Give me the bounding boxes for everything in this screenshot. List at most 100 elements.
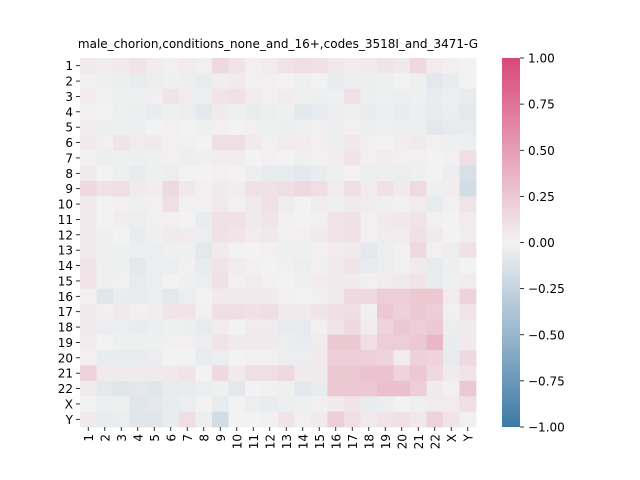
heatmap-cell-r6-c3	[113, 134, 130, 151]
heatmap-cell-r12-c20	[393, 227, 411, 243]
heatmap-cell-r19-c22	[426, 334, 444, 351]
heatmap-cell-r7-c15	[311, 150, 328, 167]
heatmap-cell-r12-c14	[294, 227, 312, 243]
heatmap-cell-r10-c13	[278, 196, 295, 213]
heatmap-cell-r20-cY	[459, 350, 477, 366]
heatmap-cell-r13-c3	[113, 242, 130, 259]
heatmap-cell-r14-c4	[129, 257, 147, 274]
colorbar-tick-label: −0.25	[528, 282, 565, 296]
x-tick-label: 8	[197, 434, 211, 442]
heatmap-cell-r4-c22	[426, 104, 444, 120]
heatmap-cell-r14-c14	[294, 257, 312, 274]
heatmap-cell-r11-c10	[228, 211, 246, 228]
heatmap-cell-r21-c3	[113, 365, 130, 382]
y-tick-label: 11	[58, 213, 73, 227]
heatmap-cell-r5-c9	[212, 119, 229, 136]
heatmap-cell-r13-c14	[294, 242, 312, 259]
heatmap-cell-r4-c6	[162, 104, 180, 120]
heatmap-cell-r18-c14	[294, 319, 312, 336]
heatmap-cell-r12-c1	[80, 227, 97, 243]
heatmap-cell-r2-c10	[228, 73, 246, 90]
heatmap-cell-r16-c3	[113, 288, 130, 305]
heatmap-cell-r12-c8	[195, 227, 213, 243]
heatmap-cell-r11-c17	[344, 211, 361, 228]
y-tick-label: 19	[58, 336, 73, 350]
heatmap-cell-r17-c21	[410, 304, 427, 320]
heatmap-cell-r9-cX	[443, 181, 460, 197]
x-tick-label: 9	[214, 434, 228, 442]
heatmap-cell-r10-c20	[393, 196, 411, 213]
heatmap-cell-r10-c2	[96, 196, 114, 213]
heatmap-cell-r10-c18	[360, 196, 378, 213]
heatmap-cell-r1-c7	[179, 58, 196, 74]
y-tick-label: 1	[65, 59, 73, 73]
heatmap-cell-r14-c21	[410, 257, 427, 274]
heatmap-cell-r21-c20	[393, 365, 411, 382]
heatmap-cell-r4-c10	[228, 104, 246, 120]
heatmap-cell-r17-c8	[195, 304, 213, 320]
heatmap-cell-r10-c10	[228, 196, 246, 213]
heatmap-cell-r8-c18	[360, 165, 378, 182]
heatmap-cell-r15-c7	[179, 273, 196, 290]
heatmap-cell-r21-c4	[129, 365, 147, 382]
heatmap-cell-r1-c1	[80, 58, 97, 74]
heatmap-cell-r8-c16	[327, 165, 345, 182]
heatmap-cell-r17-c22	[426, 304, 444, 320]
heatmap-cell-r17-c16	[327, 304, 345, 320]
heatmap-cell-r19-c11	[245, 334, 262, 351]
heatmap-cell-r9-c1	[80, 181, 97, 197]
heatmap-cell-r20-c3	[113, 350, 130, 366]
x-tick-label: 22	[428, 434, 442, 449]
heatmap-cell-r11-c5	[146, 211, 163, 228]
heatmap-cell-r21-cY	[459, 365, 477, 382]
heatmap-cell-r6-c7	[179, 134, 196, 151]
heatmap-cell-r22-c3	[113, 380, 130, 397]
heatmap-cell-r22-cX	[443, 380, 460, 397]
colorbar-tick-label: 1.00	[528, 52, 555, 66]
heatmap-cell-r19-c5	[146, 334, 163, 351]
heatmap-cell-r17-c13	[278, 304, 295, 320]
heatmap-cell-r21-c9	[212, 365, 229, 382]
heatmap-cell-r14-c7	[179, 257, 196, 274]
heatmap-cell-r17-c19	[377, 304, 394, 320]
heatmap-cell-r15-c3	[113, 273, 130, 290]
heatmap-cell-r12-c10	[228, 227, 246, 243]
heatmap-cell-rY-c17	[344, 411, 361, 428]
y-tick-label: 5	[65, 121, 73, 135]
y-tick-label: 4	[65, 105, 73, 119]
heatmap-cell-r4-c8	[195, 104, 213, 120]
y-tick-label: 18	[58, 321, 73, 335]
heatmap-cell-r19-c13	[278, 334, 295, 351]
heatmap-cell-r2-c13	[278, 73, 295, 90]
heatmap-cell-r16-c8	[195, 288, 213, 305]
heatmap-cells	[80, 58, 477, 428]
x-tick-label: 1	[82, 434, 96, 442]
heatmap-cell-r1-c13	[278, 58, 295, 74]
heatmap-cell-r3-c16	[327, 88, 345, 105]
heatmap-cell-r3-c9	[212, 88, 229, 105]
heatmap-cell-r20-c6	[162, 350, 180, 366]
heatmap-cell-r22-c21	[410, 380, 427, 397]
heatmap-cell-r15-c14	[294, 273, 312, 290]
heatmap-cell-r19-c8	[195, 334, 213, 351]
heatmap-cell-r17-c3	[113, 304, 130, 320]
heatmap-cell-r13-c19	[377, 242, 394, 259]
heatmap-cell-rY-c10	[228, 411, 246, 428]
heatmap-cell-r7-c12	[261, 150, 279, 167]
heatmap-cell-r20-c19	[377, 350, 394, 366]
heatmap-cell-r17-c5	[146, 304, 163, 320]
heatmap-cell-r12-cX	[443, 227, 460, 243]
heatmap-cell-r20-c8	[195, 350, 213, 366]
y-tick-label: 10	[58, 198, 73, 212]
heatmap-cell-r22-c1	[80, 380, 97, 397]
heatmap-cell-rY-cX	[443, 411, 460, 428]
heatmap-cell-r3-c10	[228, 88, 246, 105]
heatmap-cell-r21-c11	[245, 365, 262, 382]
heatmap-cell-r20-c7	[179, 350, 196, 366]
heatmap-cell-r5-c15	[311, 119, 328, 136]
heatmap-cell-r7-c19	[377, 150, 394, 167]
heatmap-cell-r18-c1	[80, 319, 97, 336]
heatmap-cell-r2-c5	[146, 73, 163, 90]
heatmap-cell-rY-c8	[195, 411, 213, 428]
y-tick-label: Y	[65, 413, 74, 427]
